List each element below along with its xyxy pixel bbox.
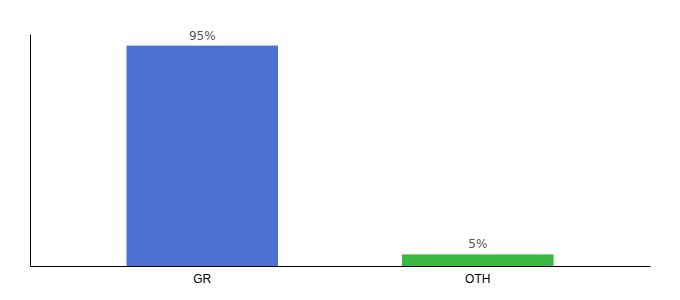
data-labels: 95% 5% [189,29,487,252]
x-tick-label: GR [193,272,211,286]
plot: GR OTH 95% 5% [31,29,651,286]
x-axis-line [31,266,651,267]
y-axis-line [30,35,31,267]
x-tick: GR [193,266,211,286]
chart: GR OTH 95% 5% [0,0,680,300]
data-label: 5% [468,237,487,251]
x-tick: OTH [465,266,490,286]
x-axis: GR OTH [31,266,651,286]
bars [126,46,553,266]
data-label: 95% [189,29,216,43]
y-axis [30,35,31,267]
bar [126,46,278,266]
bar [402,254,554,266]
x-tick-label: OTH [465,272,490,286]
